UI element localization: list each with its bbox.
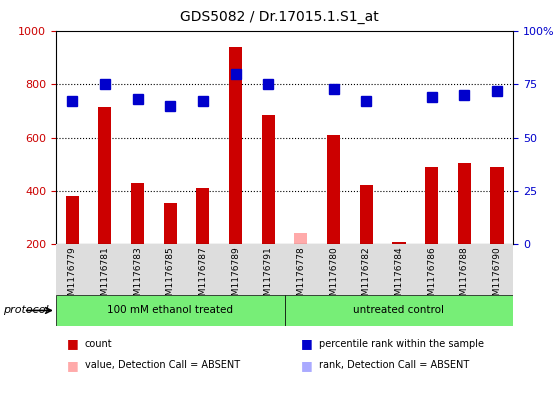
Text: GDS5082 / Dr.17015.1.S1_at: GDS5082 / Dr.17015.1.S1_at	[180, 10, 378, 24]
Text: untreated control: untreated control	[353, 305, 445, 316]
Bar	[131, 183, 144, 244]
Text: rank, Detection Call = ABSENT: rank, Detection Call = ABSENT	[319, 360, 469, 371]
Text: GSM1176787: GSM1176787	[199, 246, 208, 307]
Text: GSM1176781: GSM1176781	[100, 246, 109, 307]
Text: ■: ■	[67, 337, 79, 351]
Text: GSM1176785: GSM1176785	[166, 246, 175, 307]
Text: GSM1176788: GSM1176788	[460, 246, 469, 307]
Text: 100 mM ethanol treated: 100 mM ethanol treated	[107, 305, 233, 316]
Bar	[392, 242, 406, 244]
Text: percentile rank within the sample: percentile rank within the sample	[319, 339, 484, 349]
Text: ■: ■	[301, 337, 313, 351]
Text: GSM1176790: GSM1176790	[493, 246, 502, 307]
Text: GSM1176784: GSM1176784	[395, 246, 403, 307]
Bar	[327, 135, 340, 244]
Text: GSM1176779: GSM1176779	[68, 246, 76, 307]
Text: protocol: protocol	[3, 305, 49, 316]
Text: GSM1176791: GSM1176791	[264, 246, 273, 307]
Bar	[196, 188, 209, 244]
Bar	[229, 47, 242, 244]
Bar	[425, 167, 438, 244]
Bar	[66, 196, 79, 244]
Text: value, Detection Call = ABSENT: value, Detection Call = ABSENT	[85, 360, 240, 371]
Bar	[458, 163, 471, 244]
Text: GSM1176780: GSM1176780	[329, 246, 338, 307]
Bar	[163, 202, 177, 244]
Bar	[285, 295, 513, 326]
Bar	[98, 107, 112, 244]
Text: GSM1176783: GSM1176783	[133, 246, 142, 307]
Text: ■: ■	[301, 359, 313, 372]
Bar	[56, 295, 285, 326]
Bar	[490, 167, 503, 244]
Text: GSM1176786: GSM1176786	[427, 246, 436, 307]
Text: GSM1176782: GSM1176782	[362, 246, 371, 307]
Bar	[262, 115, 275, 244]
Text: GSM1176778: GSM1176778	[296, 246, 305, 307]
Text: count: count	[85, 339, 113, 349]
Text: ■: ■	[67, 359, 79, 372]
Text: GSM1176789: GSM1176789	[231, 246, 240, 307]
Bar	[295, 233, 307, 244]
Bar	[360, 185, 373, 244]
